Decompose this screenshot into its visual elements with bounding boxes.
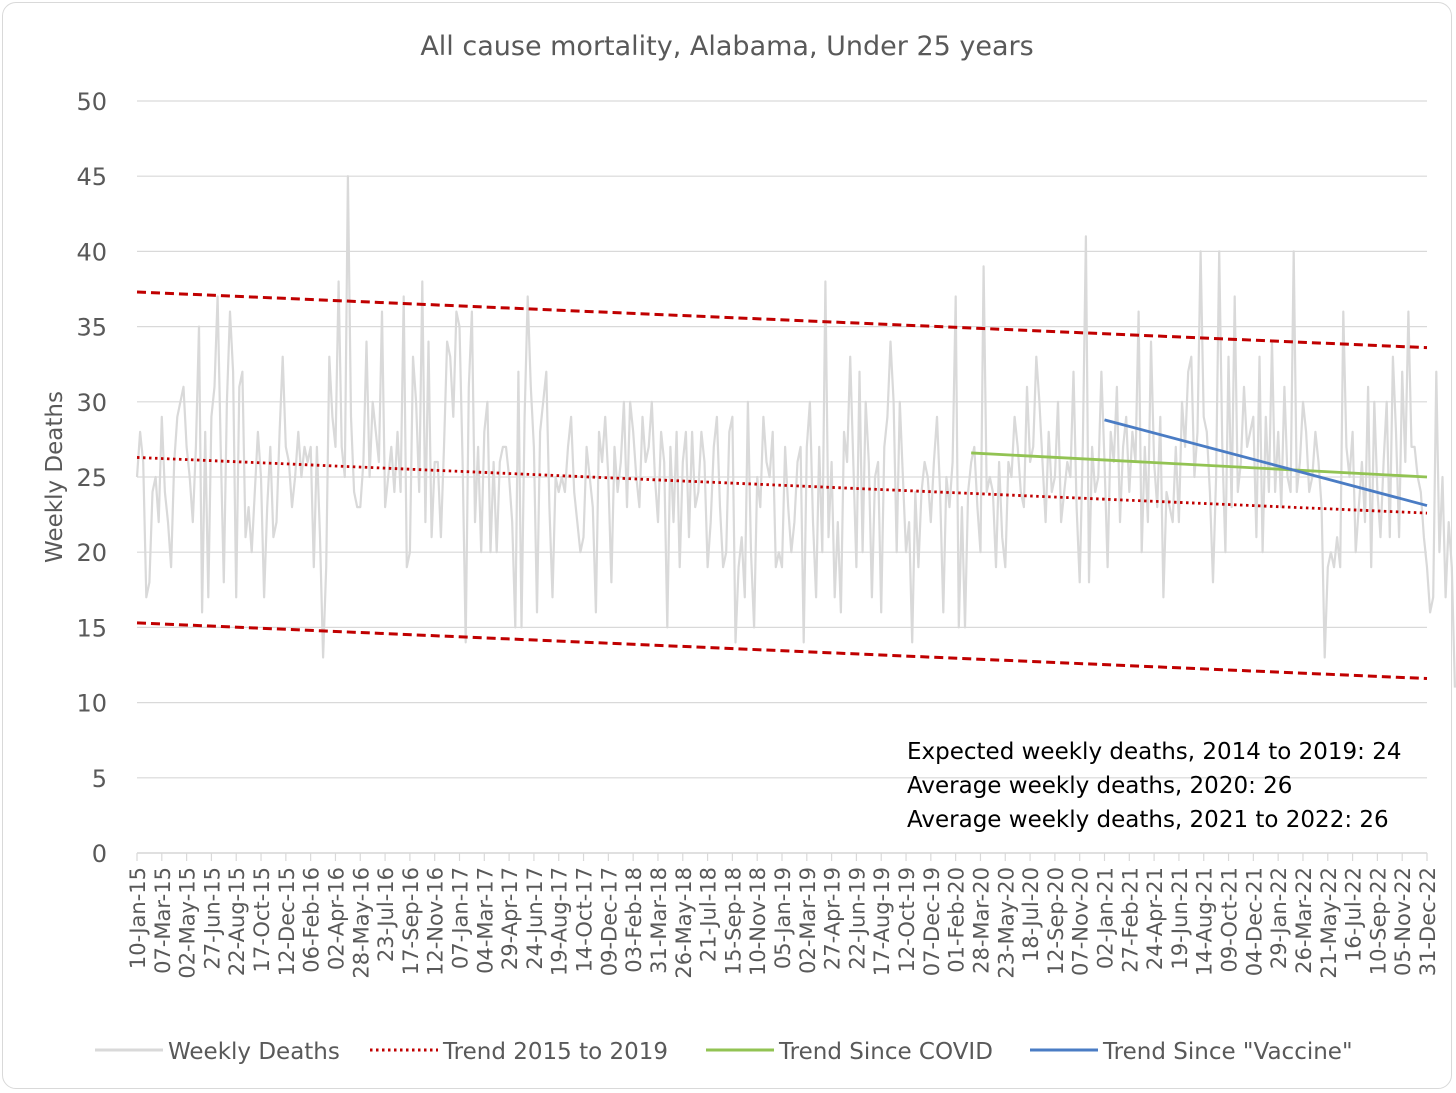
x-tick-label: 09-Oct-21	[1218, 867, 1242, 973]
x-tick-label: 01-Feb-20	[945, 867, 969, 973]
x-tick-label: 28-May-16	[349, 867, 373, 979]
x-tick-label: 31-Dec-22	[1416, 867, 1440, 976]
annotation-text: Expected weekly deaths, 2014 to 2019: 24	[907, 739, 1402, 765]
legend-trend-2015-2019: Trend 2015 to 2019	[370, 1039, 668, 1065]
trend-2015-2019	[136, 456, 1428, 515]
legend-label: Weekly Deaths	[168, 1039, 340, 1065]
x-tick-label: 26-Mar-22	[1292, 867, 1316, 974]
x-tick-label: 02-Jan-21	[1094, 867, 1118, 969]
legend-label: Trend Since "Vaccine"	[1102, 1039, 1353, 1065]
x-tick-label: 02-May-15	[176, 867, 200, 979]
series-weekly-deaths	[135, 175, 1456, 688]
x-tick-label: 04-Dec-21	[1242, 867, 1266, 976]
x-tick-label: 22-Jun-19	[845, 867, 869, 970]
x-tick-label: 12-Nov-16	[424, 867, 448, 976]
x-tick-label: 12-Dec-15	[275, 867, 299, 976]
legend-trend-since-vaccine: Trend Since "Vaccine"	[1030, 1039, 1353, 1065]
x-tick-label: 27-Apr-19	[821, 867, 845, 970]
y-tick-labels: 0 5 10 15 20 25 30 35 40 45 50	[76, 88, 107, 868]
x-tick-label: 02-Mar-19	[796, 867, 820, 974]
chart-title: All cause mortality, Alabama, Under 25 y…	[420, 31, 1033, 62]
x-tick-label: 31-Mar-18	[647, 867, 671, 974]
x-tick-label: 14-Aug-21	[1193, 867, 1217, 976]
legend-trend-since-covid: Trend Since COVID	[706, 1039, 993, 1065]
legend-label: Trend Since COVID	[778, 1039, 993, 1065]
x-tick-label: 07-Mar-15	[151, 867, 175, 974]
x-tick-label: 27-Feb-21	[1118, 867, 1142, 973]
trend-since-vaccine	[1104, 418, 1428, 507]
x-tick-label: 21-May-22	[1317, 867, 1341, 979]
x-tick-label: 14-Oct-17	[573, 867, 597, 973]
upper-bound-line	[136, 290, 1428, 350]
x-tick-label: 18-Jul-20	[1019, 867, 1043, 962]
x-tick-label: 28-Mar-20	[969, 867, 993, 974]
y-tick-label: 45	[76, 163, 107, 191]
x-tick-label: 17-Oct-15	[250, 867, 274, 973]
legend-weekly-deaths: Weekly Deaths	[95, 1039, 340, 1065]
x-tick-label: 10-Sep-22	[1366, 867, 1390, 975]
y-tick-label: 40	[76, 238, 107, 266]
x-tick-label: 07-Jan-17	[449, 867, 473, 969]
x-tick-label: 03-Feb-18	[622, 867, 646, 973]
y-tick-label: 15	[76, 614, 107, 642]
x-tick-label: 21-Jul-18	[697, 867, 721, 962]
x-tick-label: 12-Sep-20	[1044, 867, 1068, 975]
legend-label: Trend 2015 to 2019	[442, 1039, 668, 1065]
x-tick-label: 12-Oct-19	[895, 867, 919, 973]
x-tick-label: 23-Jul-16	[374, 867, 398, 962]
x-tick-label: 09-Dec-17	[597, 867, 621, 976]
x-tick-label: 24-Jun-17	[523, 867, 547, 970]
x-tick-label: 24-Apr-21	[1143, 867, 1167, 970]
x-tick-label: 19-Jun-21	[1168, 867, 1192, 970]
x-tick-label: 05-Nov-22	[1391, 867, 1415, 976]
legend: Weekly Deaths Trend 2015 to 2019 Trend Sin…	[95, 1039, 1353, 1065]
x-tick-label: 26-May-18	[672, 867, 696, 979]
series-layer	[135, 175, 1456, 688]
x-tick-label: 10-Nov-18	[746, 867, 770, 976]
y-tick-label: 35	[76, 314, 107, 342]
y-tick-label: 10	[76, 690, 107, 718]
y-tick-label: 0	[92, 840, 107, 868]
x-tick-label: 22-Aug-15	[225, 867, 249, 976]
x-tick-label: 15-Sep-18	[721, 867, 745, 975]
x-tick-label: 23-May-20	[994, 867, 1018, 979]
y-tick-label: 20	[76, 539, 107, 567]
x-tick-label: 02-Apr-16	[324, 867, 348, 970]
y-tick-label: 5	[92, 765, 107, 793]
x-tick-label: 17-Sep-16	[399, 867, 423, 975]
x-tick-labels: 10-Jan-15 07-Mar-15 02-May-15 27-Jun-15 22-A…	[126, 853, 1440, 979]
x-tick-label: 19-Aug-17	[548, 867, 572, 976]
x-tick-label: 27-Jun-15	[200, 867, 224, 970]
y-tick-label: 25	[76, 464, 107, 492]
x-tick-label: 29-Jan-22	[1267, 867, 1291, 969]
lower-bound-line	[136, 621, 1428, 681]
x-tick-label: 06-Feb-16	[300, 867, 324, 973]
y-axis-label: Weekly Deaths	[42, 391, 68, 563]
x-tick-label: 10-Jan-15	[126, 867, 150, 969]
x-tick-label: 17-Aug-19	[870, 867, 894, 976]
x-tick-label: 07-Nov-20	[1069, 867, 1093, 976]
annotation-text: Average weekly deaths, 2020: 26	[907, 773, 1292, 799]
x-tick-label: 05-Jan-19	[771, 867, 795, 969]
x-tick-label: 07-Dec-19	[920, 867, 944, 976]
x-tick-label: 04-Mar-17	[473, 867, 497, 974]
trend-since-covid	[971, 451, 1428, 479]
annotation-text: Average weekly deaths, 2021 to 2022: 26	[907, 807, 1389, 833]
grid-lines	[137, 100, 1427, 854]
y-tick-label: 30	[76, 389, 107, 417]
x-tick-label: 29-Apr-17	[498, 867, 522, 970]
x-tick-label: 16-Jul-22	[1342, 867, 1366, 962]
y-tick-label: 50	[76, 88, 107, 116]
annotations: Expected weekly deaths, 2014 to 2019: 24…	[907, 739, 1402, 833]
